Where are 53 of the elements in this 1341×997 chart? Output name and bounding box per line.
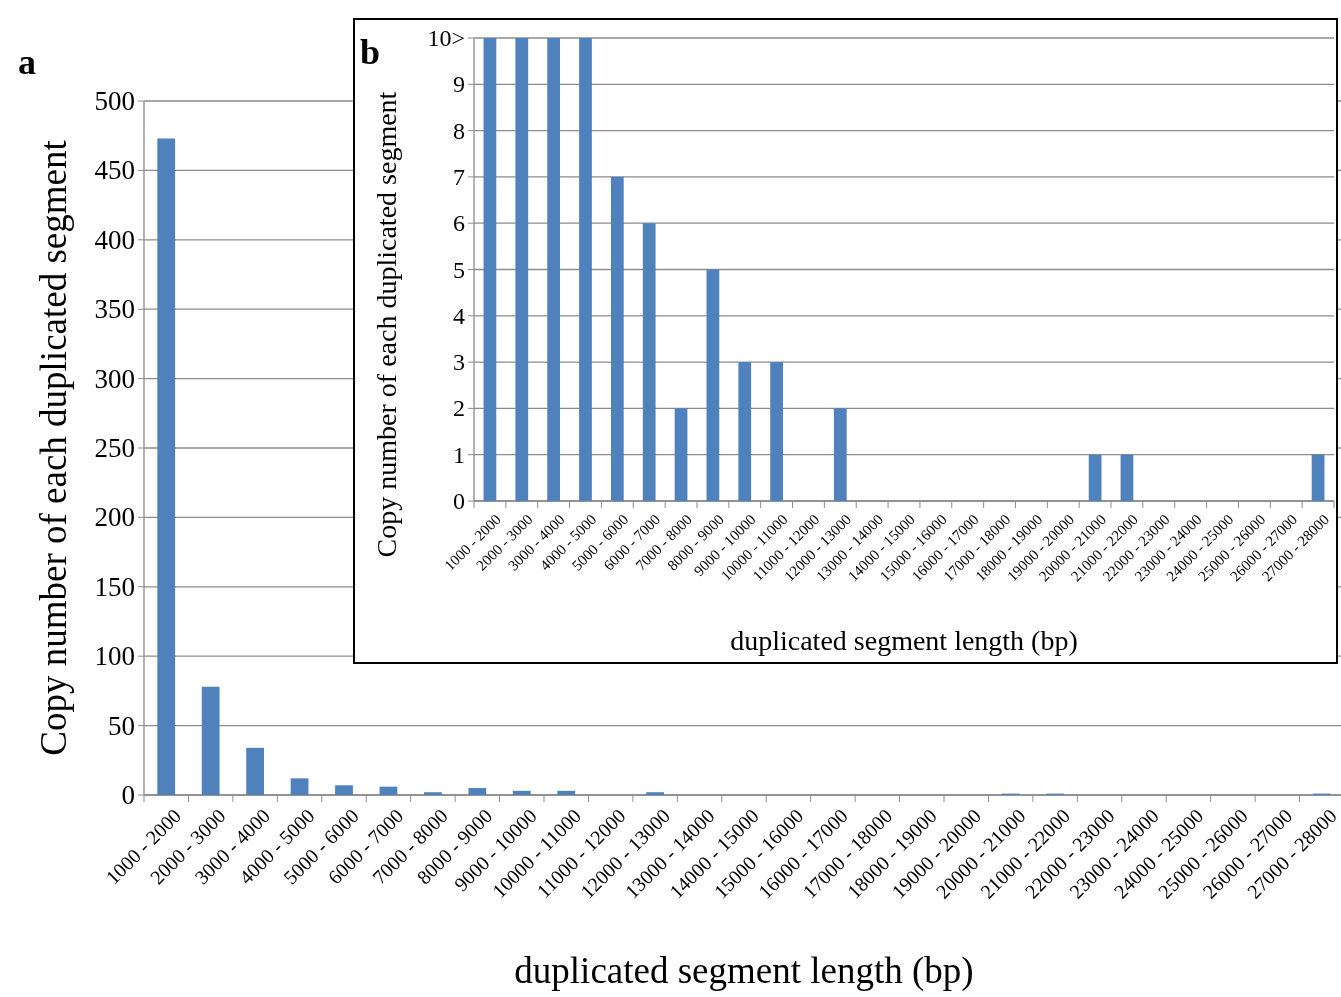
y-tick-label: 6: [453, 210, 465, 237]
y-tick-label: 350: [94, 294, 135, 325]
bar: [1088, 454, 1102, 501]
y-tick-label: 7: [453, 163, 465, 190]
bar: [770, 362, 783, 501]
y-tick-label: 0: [453, 488, 465, 514]
bar: [379, 786, 398, 795]
y-tick-label: 0: [121, 780, 135, 810]
y-axis-title: Copy number of each duplicated segment: [371, 91, 402, 558]
bar: [483, 38, 497, 501]
y-tick-label: 1: [453, 441, 465, 468]
x-axis-title: duplicated segment length (bp): [730, 625, 1078, 656]
bar: [1120, 454, 1134, 501]
y-tick-label: 3: [453, 349, 465, 376]
bar: [512, 790, 531, 795]
bar: [246, 747, 264, 795]
y-tick-label: 500: [94, 86, 135, 116]
bar: [424, 792, 442, 795]
bar: [579, 38, 592, 501]
text: a: [18, 42, 36, 82]
y-tick-label: 300: [94, 363, 135, 394]
bar: [642, 223, 656, 501]
bar: [706, 269, 720, 501]
bar: [547, 38, 560, 501]
y-tick-label: 450: [94, 155, 135, 186]
bar: [833, 408, 847, 501]
y-tick-label: 50: [108, 710, 135, 741]
x-axis-title: duplicated segment length (bp): [514, 950, 974, 992]
y-tick-label: 400: [94, 224, 135, 255]
y-axis-title: Copy number of each duplicated segment: [33, 139, 74, 756]
y-tick-label: 2: [453, 395, 465, 422]
bar: [1311, 454, 1325, 501]
bar: [335, 785, 353, 795]
bar: [738, 362, 752, 501]
bar: [610, 176, 624, 501]
y-tick-label: 100: [94, 641, 135, 672]
y-tick-label: 10>: [427, 25, 465, 51]
bar: [646, 792, 664, 795]
bar: [201, 686, 220, 795]
y-tick-label: 250: [94, 433, 135, 463]
y-tick-label: 9: [453, 71, 465, 98]
y-tick-label: 4: [453, 302, 465, 329]
y-tick-label: 8: [453, 117, 465, 144]
bar: [468, 788, 487, 795]
y-tick-label: 150: [94, 571, 135, 602]
bar: [557, 790, 576, 795]
bar: [515, 38, 529, 501]
bar: [157, 138, 176, 795]
bar: [290, 778, 309, 795]
y-tick-label: 5: [453, 256, 465, 283]
text: b: [360, 32, 381, 72]
y-tick-label: 200: [94, 502, 135, 533]
bar: [674, 408, 688, 501]
